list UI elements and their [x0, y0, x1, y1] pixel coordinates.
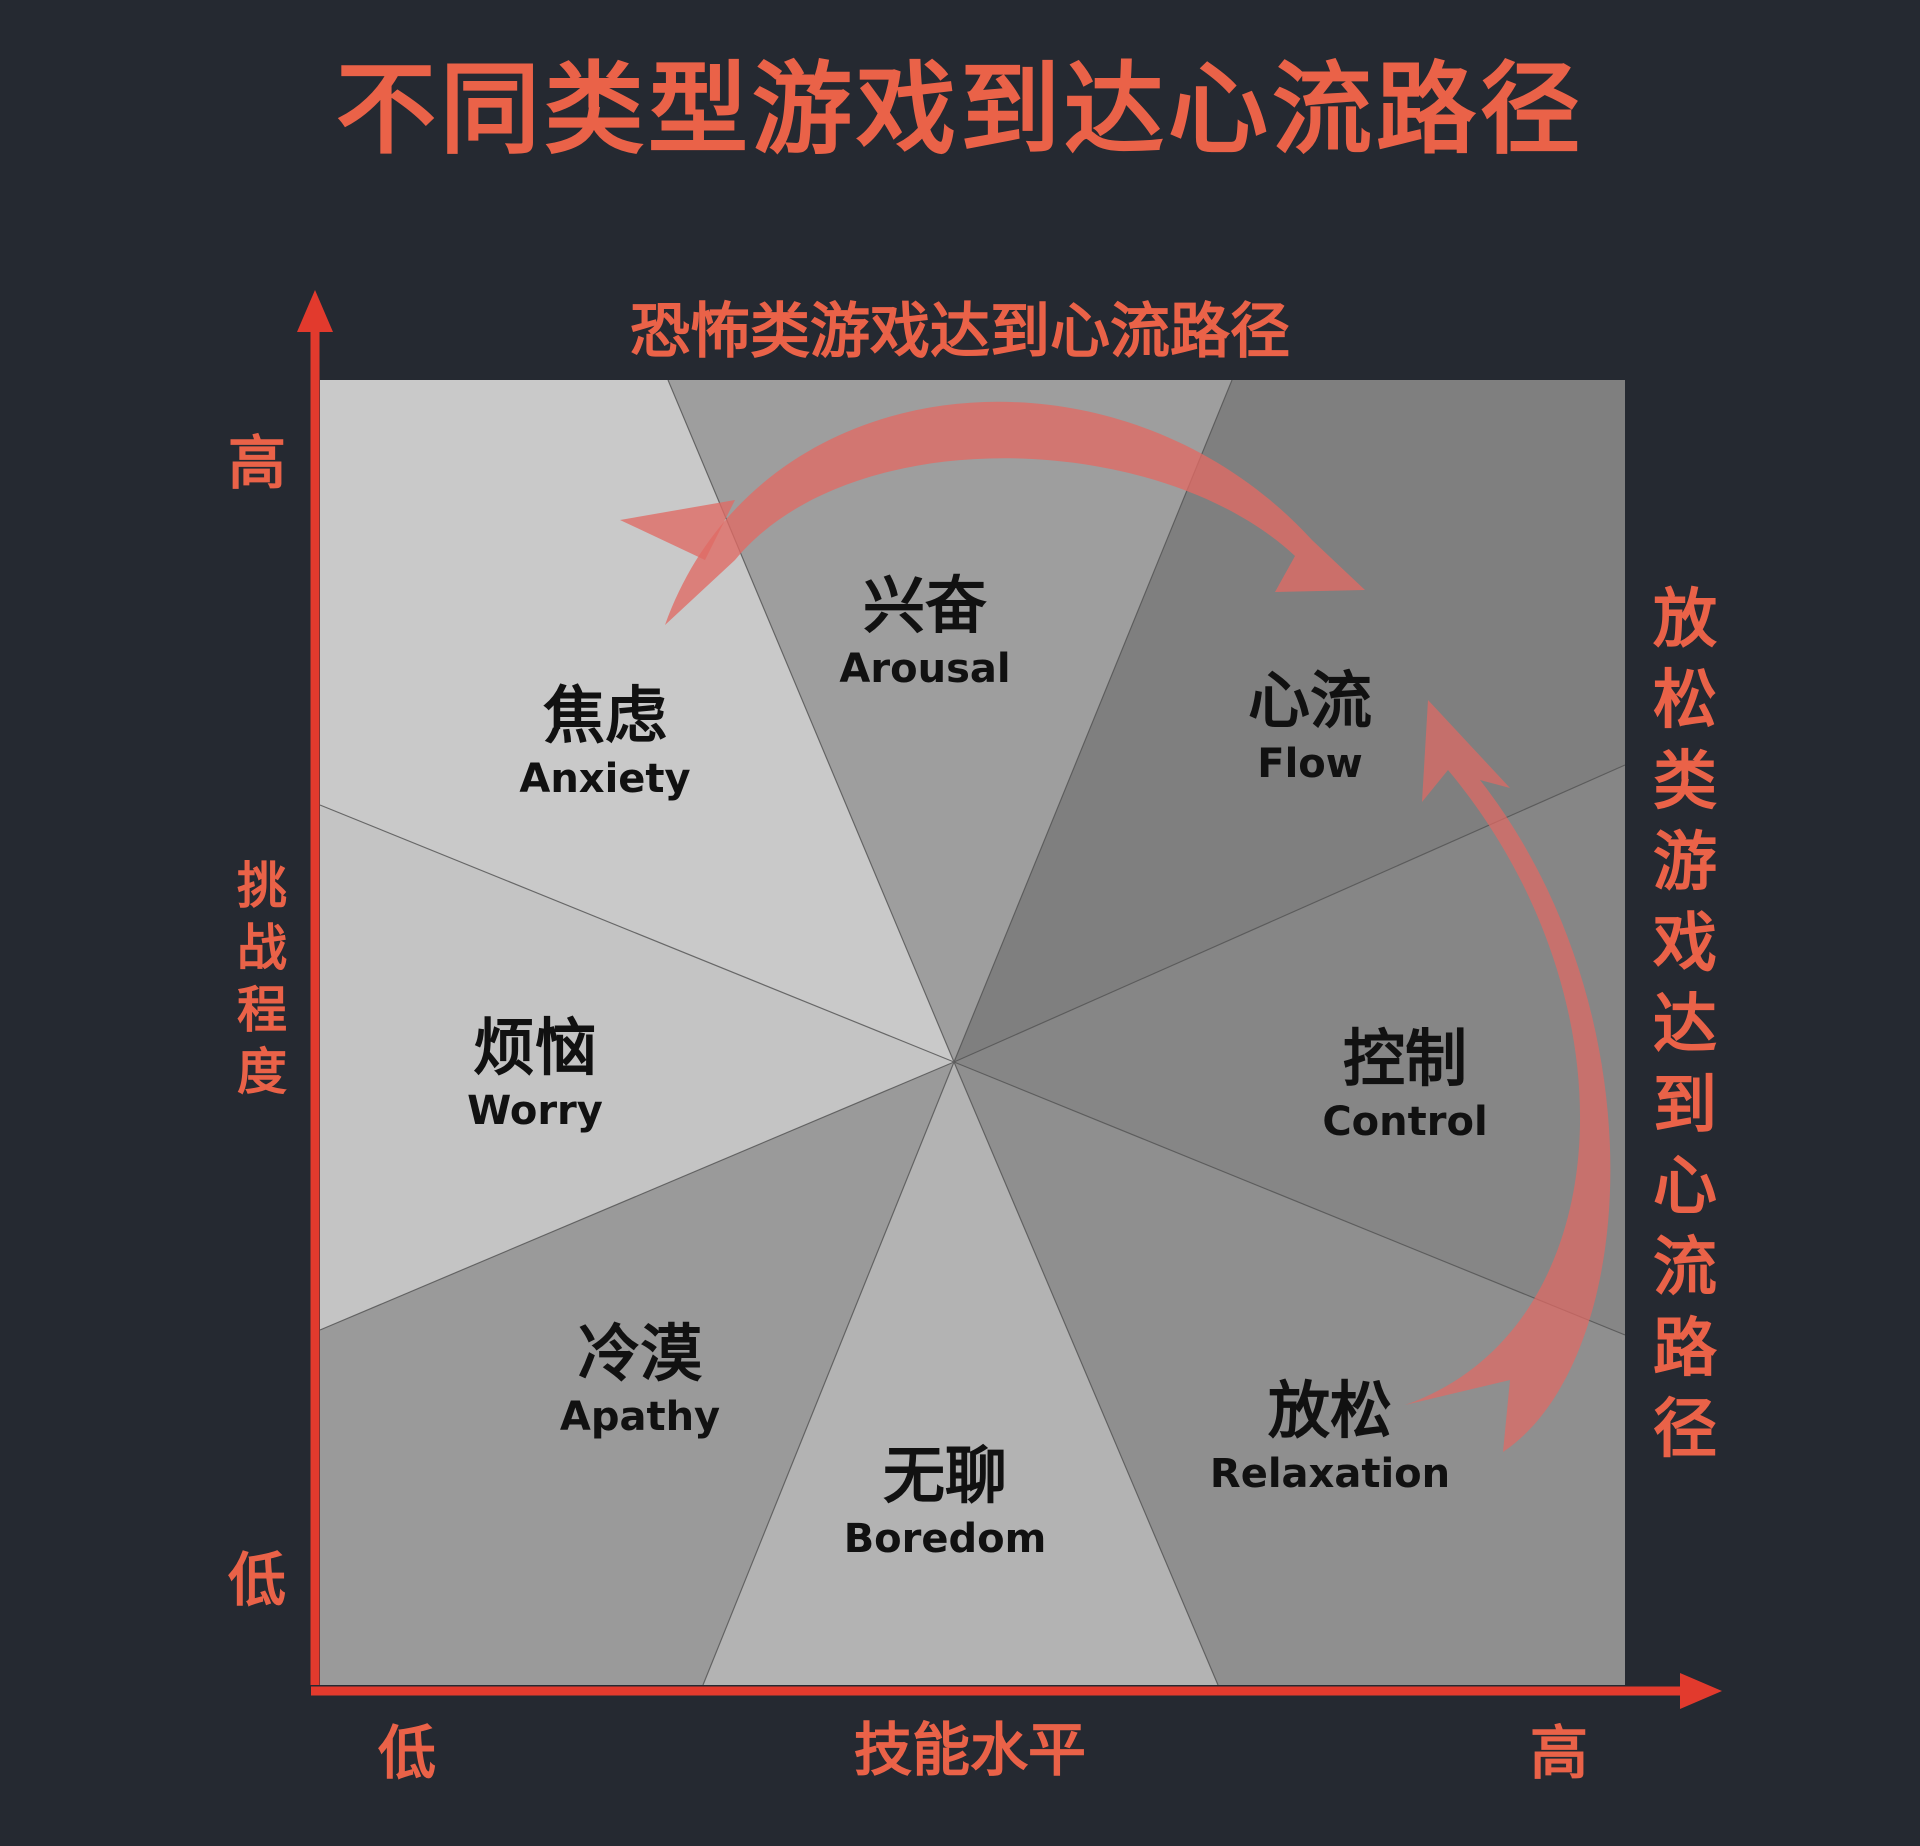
region-worry: 烦恼 Worry	[400, 1012, 670, 1136]
region-flow-en: Flow	[1257, 741, 1363, 787]
region-boredom-en: Boredom	[843, 1516, 1047, 1562]
x-axis-arrowhead	[1680, 1673, 1722, 1709]
x-axis-high: 高	[1530, 1719, 1589, 1787]
region-flow-zh: 心流	[1247, 664, 1372, 737]
region-anxiety: 焦虑 Anxiety	[470, 680, 740, 804]
region-control-zh: 控制	[1342, 1022, 1467, 1095]
sector-worry	[320, 805, 954, 1330]
horror-path-arrow-head	[620, 500, 735, 560]
region-arousal-en: Arousal	[839, 646, 1011, 692]
sector-arousal	[668, 380, 1232, 1062]
region-relaxation-zh: 放松	[1267, 1374, 1392, 1447]
region-arousal: 兴奋 Arousal	[790, 570, 1060, 694]
sector-dividers	[320, 380, 1625, 1685]
region-apathy-en: Apathy	[559, 1394, 721, 1440]
sector-boredom	[703, 1062, 1218, 1685]
sector-anxiety	[320, 380, 954, 1062]
sector-flow	[954, 380, 1625, 1062]
region-worry-en: Worry	[467, 1088, 603, 1134]
region-relaxation-en: Relaxation	[1209, 1451, 1451, 1497]
sector-relaxation	[954, 1062, 1625, 1685]
x-axis-label: 技能水平	[853, 1716, 1086, 1784]
region-sectors	[320, 380, 1625, 1685]
relaxation-path-arrow	[1405, 700, 1611, 1452]
region-worry-zh: 烦恼	[472, 1011, 597, 1084]
region-apathy: 冷漠 Apathy	[505, 1318, 775, 1442]
horror-path-label: 恐怖类游戏达到心流路径	[630, 297, 1290, 367]
axes	[297, 290, 1722, 1709]
region-anxiety-en: Anxiety	[519, 756, 691, 802]
y-axis-high: 高	[228, 429, 287, 497]
region-arousal-zh: 兴奋	[862, 569, 987, 642]
y-axis-arrowhead	[297, 290, 333, 332]
region-control: 控制 Control	[1270, 1023, 1540, 1147]
x-axis-low: 低	[378, 1719, 437, 1787]
region-boredom: 无聊 Boredom	[810, 1440, 1080, 1564]
horror-path-arrow	[665, 401, 1365, 625]
region-anxiety-zh: 焦虑	[542, 679, 667, 752]
region-control-en: Control	[1322, 1099, 1488, 1145]
sector-apathy	[320, 1062, 954, 1685]
region-relaxation: 放松 Relaxation	[1180, 1375, 1480, 1499]
y-axis-low: 低	[228, 1546, 287, 1614]
region-apathy-zh: 冷漠	[577, 1317, 702, 1390]
region-flow: 心流 Flow	[1175, 665, 1445, 789]
sector-control	[954, 765, 1625, 1335]
y-axis-label: 挑战程度	[237, 857, 287, 1101]
region-boredom-zh: 无聊	[882, 1439, 1007, 1512]
relaxation-path-label: 放松类游戏达到心流路径	[1653, 583, 1717, 1467]
page-title: 不同类型游戏到达心流路径	[336, 51, 1584, 168]
